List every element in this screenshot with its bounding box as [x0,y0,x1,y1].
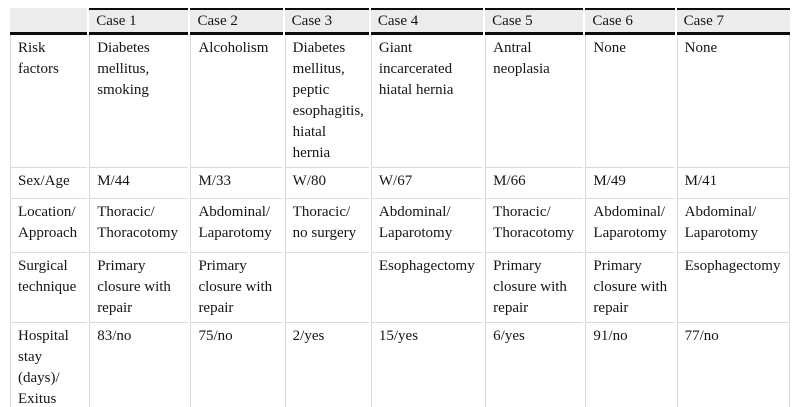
table-row-risk-factors: Risk factors Diabetes mellitus, smoking … [10,35,790,167]
row-label: Hospital stay (days)/ Exitus [10,322,88,407]
cell-hospital-case1: 83/no [89,322,189,407]
cell-risk-case4: Giant incarcerated hiatal hernia [370,35,483,167]
table-row-sex-age: Sex/Age M/44 M/33 W/80 W/67 M/66 M/49 M/… [10,167,790,198]
row-label: Sex/Age [10,167,88,198]
cell-risk-case7: None [676,35,790,167]
cell-surgical-case2: Primary closure with repair [190,252,283,322]
cell-hospital-case7: 77/no [676,322,790,407]
cell-surgical-case5: Primary closure with repair [485,252,584,322]
cell-sex-case2: M/33 [190,167,283,198]
cell-risk-case2: Alcoholism [190,35,282,167]
cell-surgical-case7: Esophagectomy [676,252,790,322]
cell-sex-case6: M/49 [585,167,675,198]
page: Case 1 Case 2 Case 3 Case 4 Case 5 Case … [0,8,800,407]
cell-sex-case1: M/44 [89,167,189,198]
cell-location-case3: Thoracic/ no surgery [284,198,369,252]
header-row: Case 1 Case 2 Case 3 Case 4 Case 5 Case … [10,8,790,35]
cell-sex-case7: M/41 [676,167,790,198]
cell-hospital-case2: 75/no [190,322,283,407]
table-row-hospital-stay-exitus: Hospital stay (days)/ Exitus 83/no 75/no… [10,322,790,407]
cell-hospital-case6: 91/no [585,322,675,407]
column-header-case6: Case 6 [585,8,675,35]
cell-hospital-case3: 2/yes [284,322,369,407]
cell-location-case7: Abdominal/ Laparotomy [676,198,790,252]
cell-location-case2: Abdominal/ Laparotomy [190,198,283,252]
cell-location-case5: Thoracic/ Thoracotomy [485,198,584,252]
cell-surgical-case6: Primary closure with repair [585,252,675,322]
cell-risk-case5: Antral neoplasia [485,35,583,167]
row-label: Surgical technique [10,252,88,322]
cell-hospital-case4: 15/yes [370,322,484,407]
column-header-case4: Case 4 [370,8,484,35]
column-header-case5: Case 5 [485,8,584,35]
cell-location-case4: Abdominal/ Laparotomy [370,198,484,252]
column-header-case3: Case 3 [284,8,369,35]
cell-risk-case3: Diabetes mellitus, peptic esophagitis, h… [284,35,369,167]
column-header-case7: Case 7 [676,8,790,35]
corner-cell [10,8,88,35]
table-row-surgical-technique: Surgical technique Primary closure with … [10,252,790,322]
cell-sex-case3: W/80 [284,167,369,198]
cell-location-case6: Abdominal/ Laparotomy [585,198,675,252]
cell-location-case1: Thoracic/ Thoracotomy [89,198,189,252]
cell-hospital-case5: 6/yes [485,322,584,407]
cell-surgical-case1: Primary closure with repair [89,252,189,322]
table-row-location-approach: Location/ Approach Thoracic/ Thoracotomy… [10,198,790,252]
column-header-case2: Case 2 [190,8,283,35]
column-header-case1: Case 1 [89,8,189,35]
row-label: Risk factors [10,35,87,167]
cell-surgical-case4: Esophagectomy [370,252,484,322]
cell-risk-case1: Diabetes mellitus, smoking [89,35,188,167]
row-label: Location/ Approach [10,198,88,252]
cell-risk-case6: None [585,35,674,167]
cell-sex-case4: W/67 [370,167,484,198]
cell-surgical-case3 [284,252,369,322]
cases-table: Case 1 Case 2 Case 3 Case 4 Case 5 Case … [8,8,792,407]
cell-sex-case5: M/66 [485,167,584,198]
